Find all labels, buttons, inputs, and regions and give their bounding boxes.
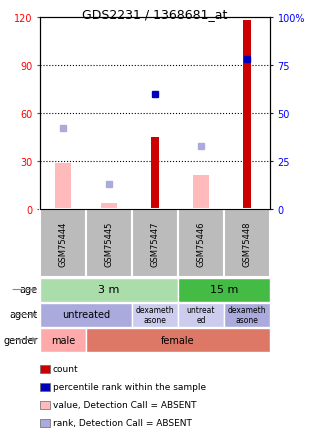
Bar	[243, 21, 251, 210]
Text: GSM75445: GSM75445	[105, 221, 114, 266]
Bar	[178, 278, 270, 302]
Text: GSM75444: GSM75444	[59, 221, 68, 266]
Text: dexameth
asone: dexameth asone	[228, 305, 266, 325]
Bar	[86, 210, 132, 277]
Bar	[178, 303, 224, 327]
Bar	[86, 328, 270, 352]
Text: untreated: untreated	[62, 310, 110, 320]
Bar	[132, 210, 178, 277]
Text: GSM75447: GSM75447	[151, 221, 160, 266]
Text: untreat
ed: untreat ed	[187, 305, 215, 325]
Text: age: age	[20, 285, 38, 295]
Bar	[55, 163, 71, 210]
Text: agent: agent	[9, 310, 38, 320]
Bar	[132, 303, 178, 327]
Text: GSM75448: GSM75448	[243, 221, 252, 266]
Bar	[193, 176, 209, 210]
Bar	[40, 328, 86, 352]
Text: 3 m: 3 m	[98, 285, 120, 295]
Text: GSM75446: GSM75446	[197, 221, 206, 266]
Text: rank, Detection Call = ABSENT: rank, Detection Call = ABSENT	[53, 418, 192, 427]
Text: 15 m: 15 m	[210, 285, 238, 295]
Bar	[40, 278, 178, 302]
Bar	[101, 203, 117, 210]
Text: male: male	[51, 335, 75, 345]
Text: female: female	[161, 335, 195, 345]
Bar	[151, 138, 159, 210]
Bar	[224, 210, 270, 277]
Bar	[40, 210, 86, 277]
Bar	[178, 210, 224, 277]
Text: value, Detection Call = ABSENT: value, Detection Call = ABSENT	[53, 401, 197, 410]
Bar	[224, 303, 270, 327]
Text: count: count	[53, 365, 79, 374]
Bar	[40, 303, 132, 327]
Text: dexameth
asone: dexameth asone	[136, 305, 174, 325]
Text: percentile rank within the sample: percentile rank within the sample	[53, 383, 206, 391]
Text: GDS2231 / 1368681_at: GDS2231 / 1368681_at	[82, 8, 228, 21]
Text: gender: gender	[3, 335, 38, 345]
